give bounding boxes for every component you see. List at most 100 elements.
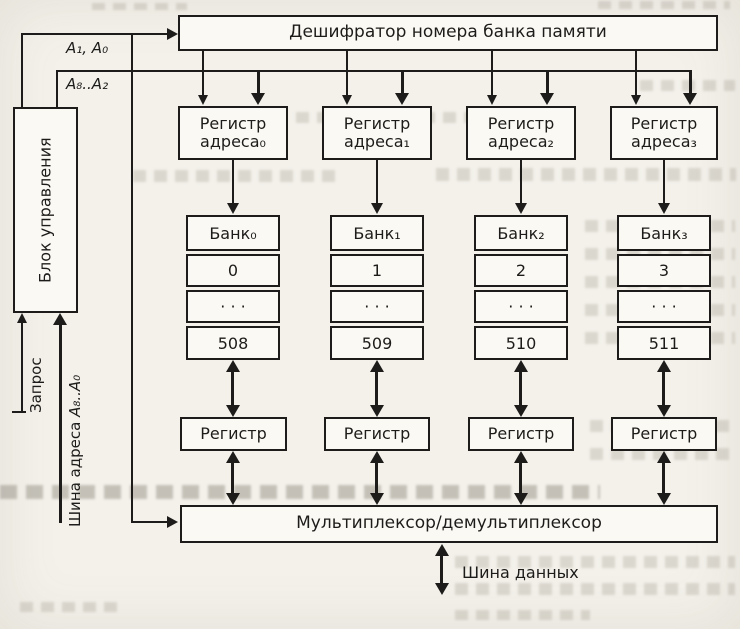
io-mux-line <box>375 461 378 495</box>
scan-artifact <box>20 602 125 612</box>
io-mux-line <box>662 461 665 495</box>
address-register-label: адреса₃ <box>631 132 697 151</box>
io-mux-arrowhead-icon <box>514 451 528 463</box>
address-register-label: Регистр <box>343 113 411 133</box>
address-register-label: адреса₀ <box>200 132 266 151</box>
bank-ellipsis-cell: · · · <box>330 290 424 323</box>
decoder-select-line <box>635 51 637 95</box>
bank-io-arrowhead-icon <box>226 360 240 372</box>
control-unit-label: Блок управления <box>35 137 55 283</box>
request-arrowhead-icon <box>17 313 27 323</box>
io-mux-line <box>231 461 234 495</box>
io-mux-arrowhead-icon <box>657 493 671 505</box>
request-line <box>21 322 23 412</box>
io-mux-arrowhead-icon <box>514 493 528 505</box>
control-to-mux-arrowhead-icon <box>167 516 178 528</box>
io-register-box-0: Регистр <box>180 417 287 451</box>
scan-artifact <box>436 168 736 181</box>
io-register-box-3: Регистр <box>611 417 717 451</box>
scan-artifact <box>455 583 735 595</box>
bank-io-arrowhead-icon <box>657 405 671 417</box>
bank-address-cell: 508 <box>186 326 280 360</box>
address-bus-drop-arrowhead-icon <box>251 93 265 105</box>
bank-box-1: Банк₁ 1 · · · 509 <box>330 215 424 360</box>
address-bus-drop-line <box>689 70 692 95</box>
register-to-bank-line <box>232 160 234 204</box>
register-to-bank-arrowhead-icon <box>515 203 527 214</box>
decoder-label: Дешифратор номера банка памяти <box>289 22 607 43</box>
mux-box: Мультиплексор/демультиплексор <box>180 505 718 543</box>
bank-address-cell: 509 <box>330 326 424 360</box>
io-register-label: Регистр <box>200 423 267 443</box>
io-register-label: Регистр <box>630 423 698 443</box>
mux-label: Мультиплексор/демультиплексор <box>296 513 602 534</box>
io-register-box-2: Регистр <box>468 417 574 451</box>
decoder-select-arrowhead-icon <box>198 95 208 105</box>
decoder-select-line <box>346 51 348 95</box>
decoder-select-arrowhead-icon <box>631 95 641 105</box>
bank-box-3: Банк₃ 3 · · · 511 <box>617 215 711 360</box>
address-register-label: Регистр <box>487 113 555 133</box>
address-bus-drop-arrowhead-icon <box>683 93 697 105</box>
register-to-bank-arrowhead-icon <box>658 203 670 214</box>
scan-artifact <box>640 80 735 91</box>
bank-io-line <box>662 370 665 407</box>
bank-address-cell: 511 <box>617 326 711 360</box>
register-to-bank-line <box>376 160 378 204</box>
bank-ellipsis-cell: · · · <box>186 290 280 323</box>
bank-title-cell: Банк₀ <box>186 215 280 251</box>
address-register-label: адреса₂ <box>488 132 554 151</box>
address-bus-arrowhead-icon <box>53 313 67 325</box>
a1a0-line-horizontal <box>21 33 168 35</box>
io-register-label: Регистр <box>343 423 411 443</box>
decoder-select-arrowhead-icon <box>487 95 497 105</box>
bank-io-line <box>375 370 378 407</box>
decoder-select-arrowhead-icon <box>342 95 352 105</box>
address-bus-drop-arrowhead-icon <box>395 93 409 105</box>
scan-artifact <box>455 610 590 620</box>
address-register-box-0: Регистр адреса₀ <box>178 106 288 160</box>
a8a2-line-vertical <box>56 70 58 107</box>
a8a2-line-horizontal <box>56 70 691 72</box>
bank-title-cell: Банк₃ <box>617 215 711 251</box>
address-register-box-1: Регистр адреса₁ <box>322 106 432 160</box>
address-bus-drop-arrowhead-icon <box>540 93 554 105</box>
bank-io-arrowhead-icon <box>514 405 528 417</box>
decoder-select-line <box>491 51 493 95</box>
io-register-label: Регистр <box>487 423 555 443</box>
io-mux-arrowhead-icon <box>370 451 384 463</box>
address-register-label: Регистр <box>630 113 698 133</box>
io-mux-arrowhead-icon <box>226 493 240 505</box>
bank-address-cell: 3 <box>617 254 711 287</box>
a1a0-label: A₁, A₀ <box>66 39 109 57</box>
bank-io-line <box>231 370 234 407</box>
bank-io-arrowhead-icon <box>226 405 240 417</box>
io-mux-arrowhead-icon <box>226 451 240 463</box>
bank-ellipsis-cell: · · · <box>474 290 568 323</box>
address-bus-drop-line <box>257 72 260 95</box>
bank-address-cell: 0 <box>186 254 280 287</box>
scan-artifact <box>92 3 187 10</box>
address-register-box-3: Регистр адреса₃ <box>610 106 718 160</box>
address-register-label: адреса₁ <box>344 132 410 151</box>
control-to-mux-line-horizontal <box>131 521 167 523</box>
a1a0-line-vertical <box>21 33 23 107</box>
data-bus-label: Шина данных <box>462 563 579 582</box>
register-to-bank-line <box>663 160 665 204</box>
bank-io-arrowhead-icon <box>370 405 384 417</box>
bank-box-0: Банк₀ 0 · · · 508 <box>186 215 280 360</box>
request-line-tick <box>12 411 26 413</box>
address-bus-line <box>59 323 62 523</box>
a1a0-arrowhead-icon <box>167 28 178 40</box>
request-label: Запрос <box>27 357 45 413</box>
bank-title-cell: Банк₂ <box>474 215 568 251</box>
address-bus-label: Шина адреса A₈..A₀ <box>66 374 84 527</box>
decoder-select-line <box>202 51 204 95</box>
bank-io-arrowhead-icon <box>370 360 384 372</box>
decoder-box: Дешифратор номера банка памяти <box>178 15 718 51</box>
data-bus-line <box>440 554 443 585</box>
scan-artifact <box>598 1 730 9</box>
bank-io-arrowhead-icon <box>657 360 671 372</box>
io-mux-line <box>519 461 522 495</box>
